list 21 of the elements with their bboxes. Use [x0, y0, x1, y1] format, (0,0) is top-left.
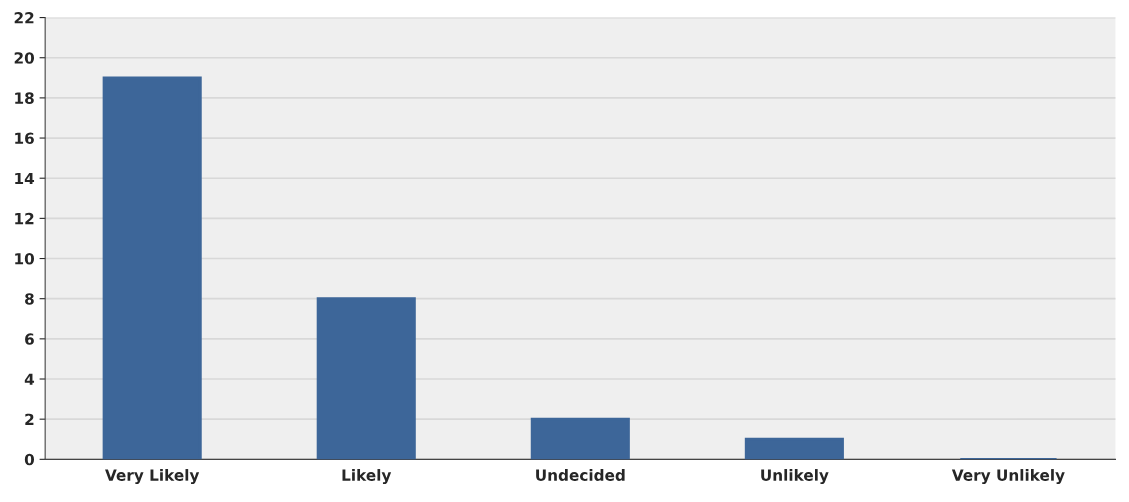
x-tick-label: Very Likely — [105, 469, 200, 484]
y-tick-label: 20 — [14, 52, 35, 64]
y-tick-label: 12 — [15, 212, 34, 225]
y-tick-label: 16 — [15, 132, 34, 145]
y-tick-label: 0 — [24, 453, 35, 466]
y-tick-label: 14 — [15, 172, 35, 185]
y-tick-label: 6 — [25, 333, 34, 345]
x-tick-label: Likely — [342, 469, 392, 484]
x-tick-label: Undecided — [536, 469, 625, 481]
y-tick-label: 18 — [15, 92, 34, 104]
x-tick-label: Unlikely — [761, 469, 829, 484]
bar — [530, 417, 630, 460]
y-tick-label: 10 — [15, 253, 35, 265]
x-tick-label: Very Unlikely — [951, 469, 1065, 484]
bar — [102, 76, 202, 460]
bar — [744, 437, 844, 460]
y-tick-label: 2 — [25, 413, 34, 425]
bar — [316, 297, 416, 460]
y-tick-label: 8 — [25, 293, 34, 305]
y-tick-label: 22 — [14, 12, 34, 24]
y-tick-label: 4 — [24, 373, 35, 385]
